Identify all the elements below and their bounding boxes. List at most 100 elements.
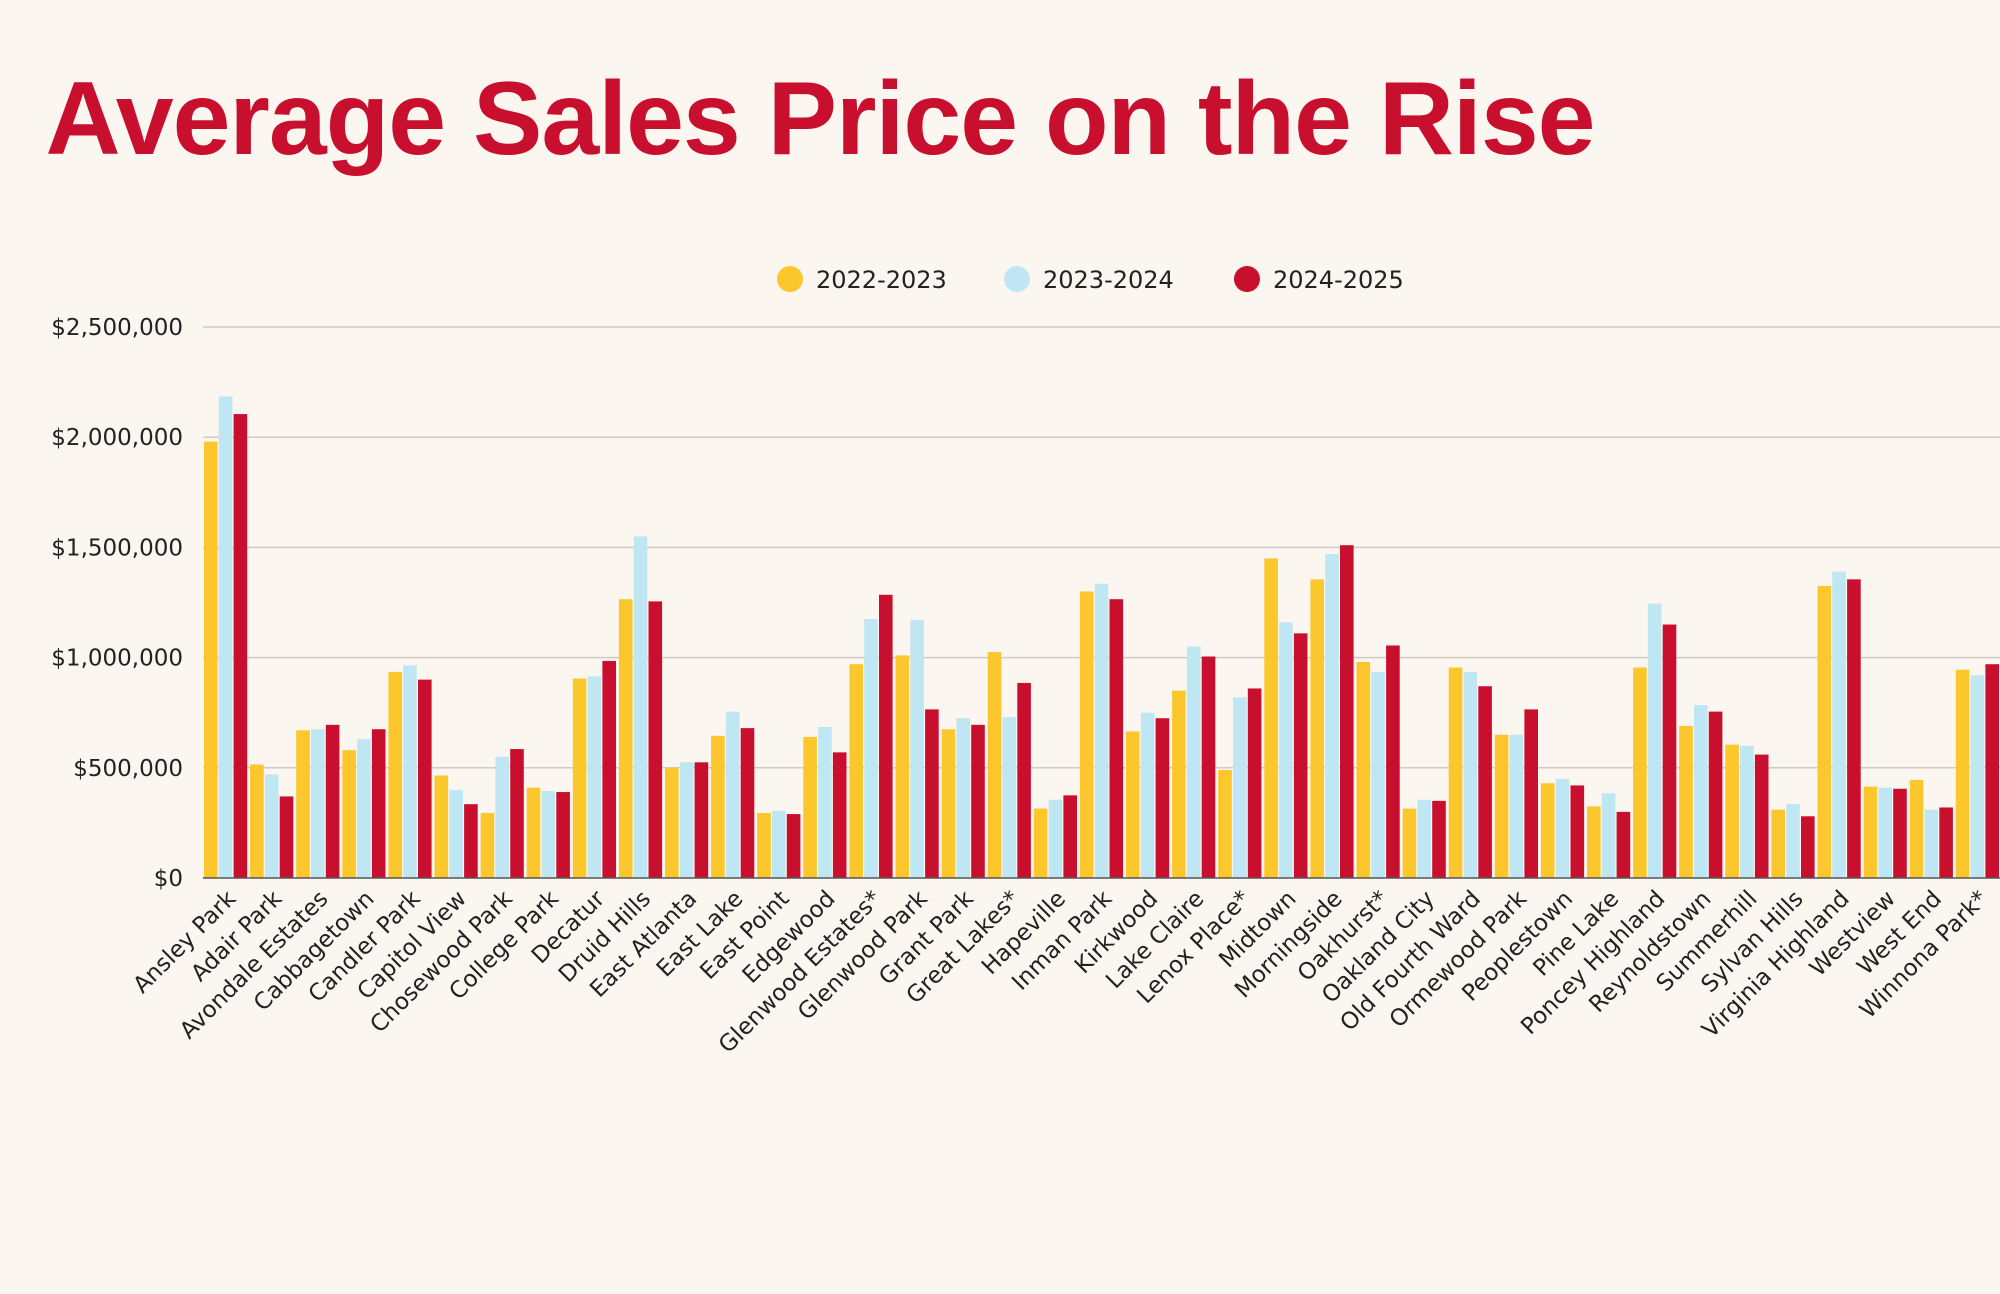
bar (1786, 804, 1800, 878)
bar (449, 789, 463, 878)
bar (925, 709, 939, 878)
bar (311, 729, 325, 878)
bar (725, 711, 740, 878)
bar (495, 756, 509, 878)
bar (1509, 734, 1524, 878)
bar (1017, 682, 1031, 878)
bar (357, 739, 371, 878)
bar (987, 652, 1002, 878)
bar (864, 619, 878, 878)
bar (1402, 808, 1417, 878)
bar (757, 812, 771, 878)
bar (1540, 783, 1555, 878)
bar (1616, 811, 1631, 878)
bar (1140, 712, 1155, 878)
bar (1371, 671, 1385, 878)
bars (204, 396, 1999, 878)
legend-marker (1234, 266, 1260, 292)
y-tick-label: $1,500,000 (51, 535, 183, 561)
bar (388, 671, 402, 878)
bar (1601, 793, 1616, 878)
bar (1094, 583, 1109, 878)
bar (510, 749, 524, 878)
bar (1694, 704, 1708, 878)
bar (1247, 688, 1262, 878)
bar (740, 728, 755, 878)
y-tick-label: $2,000,000 (51, 425, 183, 451)
bar (1647, 603, 1662, 878)
bar (665, 767, 679, 878)
legend-label: 2022-2023 (816, 266, 947, 294)
bar (1909, 779, 1924, 878)
bar (941, 729, 956, 878)
bar (694, 762, 709, 878)
y-tick-label: $2,500,000 (51, 315, 183, 341)
legend-marker (1004, 266, 1030, 292)
legend: 2022-2023 2023-2024 2024-2025 (777, 266, 1404, 294)
bar (1985, 664, 1999, 878)
bar (1970, 675, 1985, 878)
bar (1002, 717, 1017, 878)
bar (602, 660, 616, 878)
bar (1955, 669, 1970, 878)
bar (1109, 599, 1124, 878)
bar (1494, 734, 1509, 878)
y-tick-label: $1,000,000 (51, 646, 183, 672)
bar (279, 796, 294, 878)
bar (1725, 744, 1739, 878)
bar (633, 536, 648, 878)
bar (772, 810, 786, 878)
y-tick-label: $500,000 (73, 756, 183, 782)
legend-marker (777, 266, 803, 292)
bar (895, 655, 910, 878)
bar (1432, 800, 1446, 878)
bar (371, 729, 386, 878)
bar (1048, 799, 1063, 878)
legend-label: 2024-2025 (1273, 266, 1404, 294)
bar (418, 679, 432, 878)
bar (618, 599, 633, 878)
bar (1924, 809, 1939, 878)
bar (1801, 816, 1815, 878)
bar (1740, 745, 1754, 878)
bar (879, 594, 893, 878)
bar (1218, 770, 1232, 878)
bar (1079, 591, 1094, 878)
bar (1356, 662, 1371, 878)
bar (1570, 785, 1585, 878)
bar (1587, 806, 1601, 878)
bar (1847, 579, 1861, 878)
bar (1186, 646, 1201, 878)
bar (1448, 667, 1463, 878)
bar (1155, 718, 1170, 878)
bar (1126, 731, 1140, 878)
bar (1662, 624, 1677, 878)
bar (342, 750, 356, 878)
bar (971, 724, 985, 878)
bar (296, 730, 310, 878)
bar (264, 774, 279, 878)
bar (786, 814, 801, 878)
bar (1633, 667, 1647, 878)
bar (1340, 545, 1354, 878)
bar (1063, 795, 1077, 878)
y-tick-label: $0 (154, 866, 183, 892)
bar (1679, 725, 1693, 878)
bar (1771, 809, 1785, 878)
bar (1264, 558, 1278, 878)
bar (1201, 656, 1216, 878)
bar (1033, 808, 1048, 878)
bar (1524, 709, 1538, 878)
bar (403, 665, 417, 878)
bar (250, 764, 264, 878)
bar (480, 812, 495, 878)
bar (1893, 788, 1907, 878)
bar (1817, 585, 1832, 878)
bar (325, 724, 340, 878)
bar (1279, 622, 1293, 878)
bar (1754, 754, 1769, 878)
bar (1478, 686, 1492, 878)
bar (434, 775, 449, 878)
bar (1310, 579, 1324, 878)
bar (1939, 807, 1953, 878)
